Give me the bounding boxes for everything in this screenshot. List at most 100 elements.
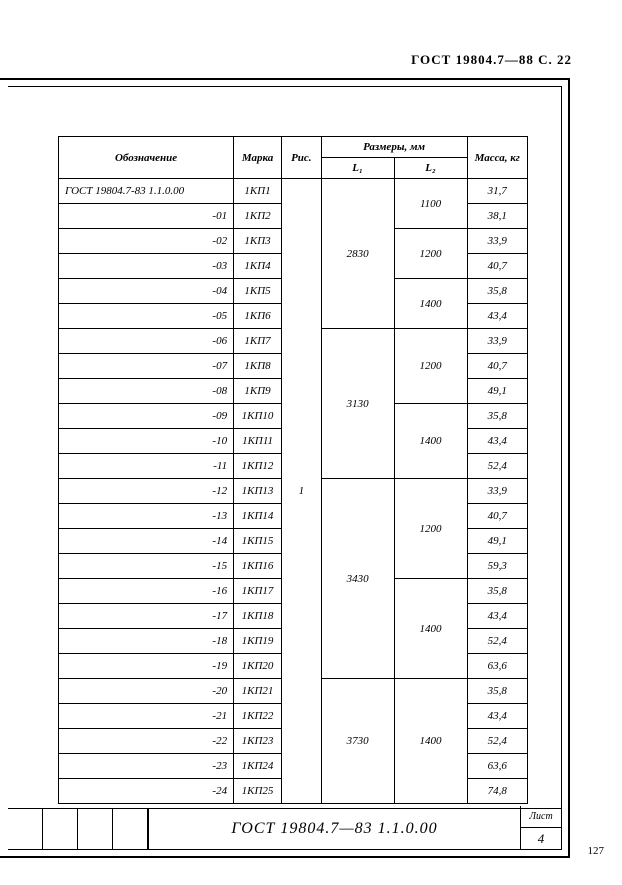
cell-designation: -21 [59, 704, 234, 729]
cell-designation: -16 [59, 579, 234, 604]
cell-designation: -14 [59, 529, 234, 554]
cell-mass: 63,6 [467, 754, 527, 779]
cell-designation: -18 [59, 629, 234, 654]
cell-mark: 1КП22 [234, 704, 282, 729]
cell-mark: 1КП1 [234, 179, 282, 204]
cell-mark: 1КП4 [234, 254, 282, 279]
cell-mass: 74,8 [467, 779, 527, 804]
cell-mass: 43,4 [467, 604, 527, 629]
cell-designation: -10 [59, 429, 234, 454]
title-block: ГОСТ 19804.7—83 1.1.0.00 Лист 4 [8, 808, 561, 849]
cell-designation: -07 [59, 354, 234, 379]
cell-l2: 1400 [394, 279, 467, 329]
cell-mass: 52,4 [467, 629, 527, 654]
cell-designation: -17 [59, 604, 234, 629]
cell-mark: 1КП11 [234, 429, 282, 454]
cell-mark: 1КП20 [234, 654, 282, 679]
th-mass: Масса, кг [467, 137, 527, 179]
cell-l2: 1400 [394, 679, 467, 804]
cell-mark: 1КП7 [234, 329, 282, 354]
cell-l1: 2830 [321, 179, 394, 329]
cell-l1: 3730 [321, 679, 394, 804]
cell-mass: 38,1 [467, 204, 527, 229]
cell-designation: -01 [59, 204, 234, 229]
cell-designation: -05 [59, 304, 234, 329]
titleblock-title: ГОСТ 19804.7—83 1.1.0.00 [158, 809, 511, 849]
cell-designation: -03 [59, 254, 234, 279]
cell-mass: 40,7 [467, 504, 527, 529]
cell-designation: -19 [59, 654, 234, 679]
th-l1: L₁ [321, 158, 394, 179]
cell-mark: 1КП21 [234, 679, 282, 704]
cell-mass: 33,9 [467, 479, 527, 504]
cell-mass: 33,9 [467, 229, 527, 254]
cell-l2: 1400 [394, 579, 467, 679]
cell-mark: 1КП5 [234, 279, 282, 304]
cell-mass: 35,8 [467, 279, 527, 304]
cell-mark: 1КП3 [234, 229, 282, 254]
cell-mass: 35,8 [467, 579, 527, 604]
cell-fig: 1 [282, 179, 322, 804]
cell-designation: -09 [59, 404, 234, 429]
specification-table: Обозначение Марка Рис. Размеры, мм Масса… [58, 136, 528, 804]
cell-mass: 43,4 [467, 304, 527, 329]
cell-mass: 40,7 [467, 354, 527, 379]
cell-designation: -11 [59, 454, 234, 479]
cell-l2: 1400 [394, 404, 467, 479]
cell-mark: 1КП15 [234, 529, 282, 554]
cell-designation: -02 [59, 229, 234, 254]
cell-mass: 43,4 [467, 704, 527, 729]
cell-designation: -06 [59, 329, 234, 354]
cell-mark: 1КП10 [234, 404, 282, 429]
cell-mass: 35,8 [467, 404, 527, 429]
cell-mark: 1КП14 [234, 504, 282, 529]
th-dimensions: Размеры, мм [321, 137, 467, 158]
cell-mass: 49,1 [467, 529, 527, 554]
cell-mark: 1КП13 [234, 479, 282, 504]
cell-designation: -08 [59, 379, 234, 404]
cell-mass: 52,4 [467, 729, 527, 754]
cell-mark: 1КП16 [234, 554, 282, 579]
titleblock-sheet: Лист 4 [520, 806, 561, 849]
cell-designation: -24 [59, 779, 234, 804]
cell-l1: 3430 [321, 479, 394, 679]
cell-mark: 1КП2 [234, 204, 282, 229]
cell-designation: -23 [59, 754, 234, 779]
th-fig: Рис. [282, 137, 322, 179]
page-number: 127 [588, 845, 605, 857]
cell-mark: 1КП12 [234, 454, 282, 479]
cell-designation: -15 [59, 554, 234, 579]
cell-designation: -04 [59, 279, 234, 304]
cell-designation: -12 [59, 479, 234, 504]
cell-mark: 1КП18 [234, 604, 282, 629]
cell-mark: 1КП19 [234, 629, 282, 654]
cell-mark: 1КП8 [234, 354, 282, 379]
th-designation: Обозначение [59, 137, 234, 179]
th-mark: Марка [234, 137, 282, 179]
titleblock-left-cells [8, 809, 148, 849]
cell-designation: -20 [59, 679, 234, 704]
cell-designation: -22 [59, 729, 234, 754]
cell-mass: 52,4 [467, 454, 527, 479]
th-l2: L₂ [394, 158, 467, 179]
cell-mass: 31,7 [467, 179, 527, 204]
cell-mass: 49,1 [467, 379, 527, 404]
sheet-number: 4 [521, 828, 561, 849]
cell-mark: 1КП6 [234, 304, 282, 329]
cell-mass: 33,9 [467, 329, 527, 354]
cell-l2: 1100 [394, 179, 467, 229]
cell-designation: -13 [59, 504, 234, 529]
cell-mass: 40,7 [467, 254, 527, 279]
sheet-label: Лист [521, 806, 561, 828]
cell-mark: 1КП24 [234, 754, 282, 779]
cell-mark: 1КП23 [234, 729, 282, 754]
cell-mass: 35,8 [467, 679, 527, 704]
cell-mark: 1КП17 [234, 579, 282, 604]
cell-l2: 1200 [394, 229, 467, 279]
cell-l2: 1200 [394, 479, 467, 579]
cell-mass: 63,6 [467, 654, 527, 679]
document-header: ГОСТ 19804.7—88 С. 22 [411, 52, 572, 68]
cell-mass: 59,3 [467, 554, 527, 579]
cell-l2: 1200 [394, 329, 467, 404]
cell-mark: 1КП9 [234, 379, 282, 404]
